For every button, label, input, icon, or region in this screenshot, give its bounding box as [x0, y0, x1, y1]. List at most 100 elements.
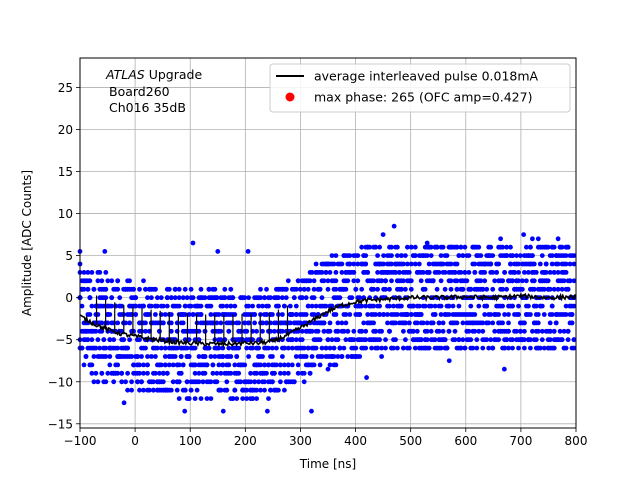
sample-point — [391, 345, 396, 351]
sample-point — [107, 362, 113, 368]
sample-point — [151, 387, 156, 393]
sample-point — [172, 286, 178, 292]
sample-point — [341, 328, 347, 334]
sample-point — [105, 320, 111, 326]
sample-point — [143, 328, 148, 334]
sample-point — [246, 320, 252, 326]
sample-point — [258, 295, 263, 301]
sample-point — [514, 328, 519, 334]
sample-point — [234, 354, 240, 359]
sample-point — [563, 261, 569, 267]
annotation-channel: Ch016 35dB — [109, 100, 186, 115]
sample-point — [226, 362, 232, 368]
sample-point — [158, 345, 164, 351]
sample-point — [289, 345, 295, 351]
sample-point — [252, 320, 257, 326]
sample-point — [311, 295, 317, 301]
sample-point — [547, 328, 553, 334]
sample-point — [472, 270, 478, 275]
sample-point — [426, 261, 432, 267]
sample-point — [85, 270, 91, 275]
sample-point — [101, 337, 107, 343]
sample-point — [442, 337, 448, 343]
sample-point — [170, 362, 176, 368]
sample-point — [274, 320, 279, 326]
sample-point — [208, 379, 214, 385]
sample-point — [466, 253, 472, 258]
sample-point — [115, 286, 121, 292]
sample-point — [198, 303, 204, 309]
sample-point — [228, 286, 234, 292]
sample-point — [351, 328, 357, 334]
sample-point — [155, 345, 160, 351]
sample-point — [432, 303, 438, 309]
sample-point — [571, 261, 577, 267]
sample-point — [522, 320, 527, 326]
sample-point — [228, 354, 234, 359]
x-tick-label: −100 — [64, 434, 97, 448]
sample-point — [389, 253, 394, 258]
sample-point — [567, 278, 573, 284]
sample-point — [522, 270, 527, 275]
sample-point — [325, 337, 331, 343]
sample-point — [224, 379, 230, 385]
sample-point — [363, 337, 369, 343]
sample-point — [149, 295, 154, 301]
sample-point — [559, 286, 565, 292]
sample-point — [214, 370, 220, 376]
sample-point — [268, 295, 273, 301]
sample-point — [256, 379, 261, 385]
sample-point — [510, 253, 515, 258]
sample-point — [317, 337, 323, 343]
sample-point — [266, 396, 271, 401]
sample-point — [81, 362, 87, 368]
sample-point — [220, 303, 226, 309]
sample-point — [452, 328, 458, 334]
sample-point — [246, 354, 252, 359]
sample-point — [514, 253, 519, 258]
sample-point — [276, 387, 281, 393]
sample-point — [218, 370, 224, 376]
sample-point — [254, 387, 259, 393]
sample-point — [516, 345, 521, 351]
sample-point — [303, 295, 309, 301]
sample-point — [319, 295, 325, 301]
sample-point — [551, 244, 557, 250]
sample-point — [377, 244, 382, 250]
sample-point — [180, 362, 186, 368]
sample-point — [139, 379, 144, 385]
sample-point — [355, 253, 361, 258]
sample-point — [410, 328, 416, 334]
sample-point — [522, 328, 527, 334]
sample-point — [244, 396, 250, 401]
sample-point — [216, 312, 222, 317]
sample-point — [395, 312, 400, 317]
sample-point — [224, 303, 230, 309]
sample-point — [102, 249, 108, 254]
sample-point — [268, 387, 273, 393]
sample-point — [506, 312, 511, 317]
sample-point — [333, 286, 339, 292]
sample-point — [355, 261, 361, 267]
sample-point — [448, 278, 454, 284]
sample-point — [399, 286, 404, 292]
sample-point — [424, 240, 430, 246]
sample-point — [311, 278, 317, 284]
sample-point — [285, 345, 291, 351]
sample-point — [222, 295, 228, 301]
sample-point — [305, 286, 311, 292]
sample-point — [405, 312, 410, 317]
sample-point — [260, 354, 265, 359]
sample-point — [476, 303, 482, 309]
sample-point — [147, 387, 152, 393]
sample-point — [246, 303, 252, 309]
sample-point — [359, 303, 365, 309]
sample-point — [516, 312, 521, 317]
sample-point — [418, 337, 424, 343]
sample-point — [226, 345, 232, 351]
sample-point — [462, 345, 468, 351]
sample-point — [531, 261, 537, 267]
sample-point — [327, 270, 333, 275]
sample-point — [311, 362, 317, 368]
sample-point — [141, 278, 146, 284]
